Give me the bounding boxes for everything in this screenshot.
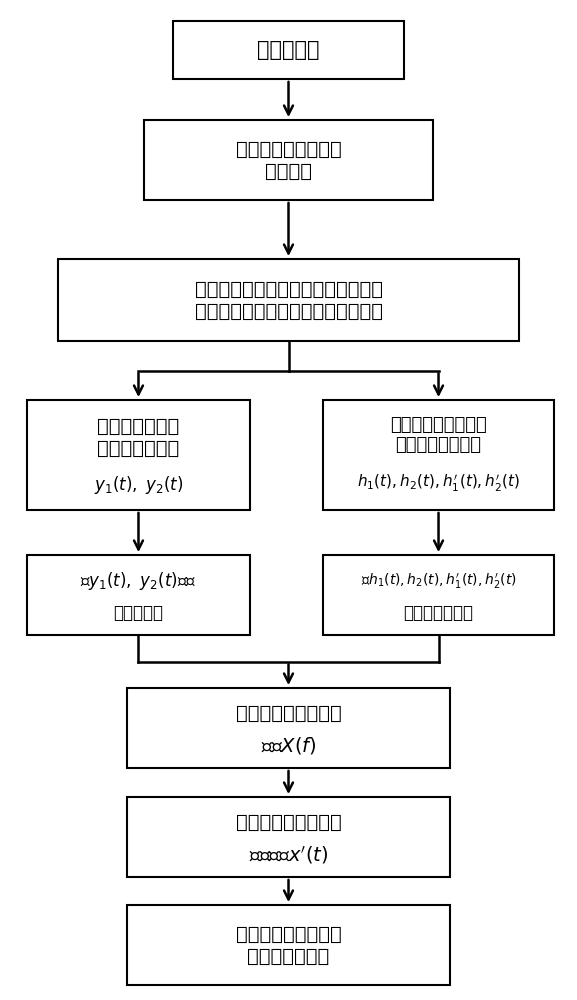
FancyBboxPatch shape — [58, 259, 519, 341]
Text: 产生激励信号、高斯
噪声信号: 产生激励信号、高斯 噪声信号 — [235, 139, 342, 180]
Text: 获取两个声接收
器位置处的信号: 获取两个声接收 器位置处的信号 — [98, 416, 179, 458]
Text: 傅里叶变换: 傅里叶变换 — [114, 604, 163, 622]
Text: 对$\mathit{h}_1(t),\mathit{h}_2(t),\mathit{h}_1'(t),\mathit{h}_2'(t)$: 对$\mathit{h}_1(t),\mathit{h}_2(t),\mathi… — [361, 571, 516, 591]
Text: 傅里叶反变换，求取: 傅里叶反变换，求取 — [235, 812, 342, 832]
FancyBboxPatch shape — [323, 555, 554, 635]
Text: 通过带通滤波器，恢
复原始激励信号: 通过带通滤波器，恢 复原始激励信号 — [235, 924, 342, 966]
FancyBboxPatch shape — [127, 905, 450, 985]
Text: 求取$X(f)$: 求取$X(f)$ — [261, 736, 316, 756]
FancyBboxPatch shape — [173, 21, 404, 79]
Text: $\mathit{y}_1(t),\ \mathit{y}_2(t)$: $\mathit{y}_1(t),\ \mathit{y}_2(t)$ — [94, 474, 183, 496]
FancyBboxPatch shape — [127, 688, 450, 768]
FancyBboxPatch shape — [27, 400, 249, 510]
Text: 变量初始化: 变量初始化 — [257, 40, 320, 60]
Text: 将激励信号与噪声信号施加于钻柱信
道，应用有限差分法求解声传输特性: 将激励信号与噪声信号施加于钻柱信 道，应用有限差分法求解声传输特性 — [194, 279, 383, 320]
Text: 时域形式$x'(t)$: 时域形式$x'(t)$ — [249, 844, 328, 866]
Text: 获取钻柱上、下行通
道的瞬态脉冲响应: 获取钻柱上、下行通 道的瞬态脉冲响应 — [390, 416, 487, 454]
Text: 应用双接收器算法，: 应用双接收器算法， — [235, 704, 342, 722]
FancyBboxPatch shape — [144, 120, 433, 200]
Text: 对$\mathit{y}_1(t),\ \mathit{y}_2(t)$进行: 对$\mathit{y}_1(t),\ \mathit{y}_2(t)$进行 — [80, 570, 197, 592]
FancyBboxPatch shape — [27, 555, 249, 635]
FancyBboxPatch shape — [127, 797, 450, 877]
FancyBboxPatch shape — [323, 400, 554, 510]
Text: 进行傅里叶变换: 进行傅里叶变换 — [403, 604, 474, 622]
Text: $\mathit{h}_1(t),\mathit{h}_2(t),\mathit{h}_1'(t),\mathit{h}_2'(t)$: $\mathit{h}_1(t),\mathit{h}_2(t),\mathit… — [357, 472, 520, 494]
